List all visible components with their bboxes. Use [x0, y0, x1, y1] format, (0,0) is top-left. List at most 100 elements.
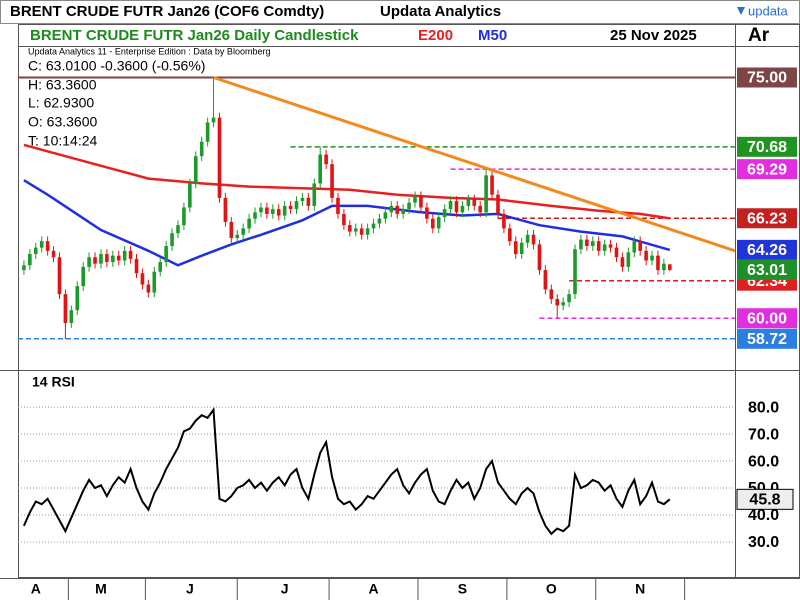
candle-body — [395, 205, 400, 214]
candle-body — [170, 233, 174, 247]
price-label-box — [737, 259, 797, 280]
candle-body — [306, 197, 311, 206]
candle-body — [336, 197, 340, 214]
candle-body — [75, 286, 80, 311]
candle-body — [638, 241, 642, 251]
candle-body — [436, 217, 441, 229]
chart-title: BRENT CRUDE FUTR Jan26 Daily Candlestick — [30, 27, 359, 44]
candle-body — [466, 199, 471, 206]
moving-average-line — [23, 179, 671, 267]
candle-body — [99, 254, 103, 264]
candle-body — [602, 244, 607, 251]
candle-body — [585, 239, 589, 247]
candle-body — [608, 244, 613, 248]
axis-title: Ar — [748, 25, 770, 46]
candle-body — [87, 257, 91, 267]
price-label-box — [737, 328, 797, 349]
legend-entry: E200 — [418, 27, 453, 44]
candle-body — [460, 205, 465, 213]
candle-body — [199, 141, 204, 157]
candle-body — [45, 241, 50, 251]
candle-body — [596, 241, 601, 251]
candle-body — [312, 183, 317, 206]
price-label: 58.72 — [747, 331, 787, 348]
candle-body — [63, 294, 68, 324]
candle-body — [282, 205, 287, 216]
candle-body — [650, 255, 654, 261]
candle-body — [656, 255, 660, 271]
candle-body — [69, 310, 74, 324]
candle-body — [134, 258, 139, 274]
candle-body — [223, 197, 228, 222]
candle-body — [116, 255, 121, 261]
candle-body — [152, 271, 157, 293]
candle-body — [383, 212, 388, 219]
candle-body — [182, 207, 186, 226]
price-label-box — [737, 208, 797, 229]
candle-body — [348, 225, 352, 232]
price-label: 66.23 — [747, 210, 787, 227]
candle-body — [430, 218, 435, 229]
candle-body — [371, 223, 376, 229]
candle-body — [454, 201, 459, 213]
candle-body — [567, 294, 571, 303]
candle-body — [401, 209, 405, 214]
candle-body — [176, 225, 180, 234]
candle-body — [377, 218, 382, 224]
candle-body — [342, 213, 346, 226]
price-label-box — [737, 67, 797, 88]
candle-body — [140, 273, 145, 285]
y-tick-label: 60.0 — [748, 453, 779, 470]
candle-body — [22, 265, 26, 271]
moving-average-line — [23, 143, 670, 220]
y-tick-label: 70.0 — [748, 426, 779, 443]
chart-date: 25 Nov 2025 — [610, 27, 697, 44]
candle-body — [146, 284, 151, 293]
candle-body — [318, 154, 323, 184]
candle-body — [324, 154, 328, 165]
candle-body — [164, 246, 168, 263]
candle-body — [28, 254, 32, 266]
candle-body — [519, 242, 524, 255]
legend-entry: M50 — [478, 27, 507, 44]
candle-body — [259, 207, 263, 213]
candle-body — [413, 196, 417, 203]
price-label-box — [737, 136, 797, 157]
trendline — [213, 76, 736, 253]
candle-body — [389, 205, 394, 213]
candle-body — [330, 164, 334, 198]
price-label-box — [737, 159, 797, 180]
candle-body — [472, 199, 477, 206]
candle-body — [105, 254, 109, 263]
candle-body — [502, 213, 506, 229]
candle-body — [561, 302, 565, 306]
x-tick-label: S — [458, 581, 467, 597]
candle-body — [478, 205, 482, 213]
candle-body — [193, 156, 198, 184]
candle-body — [668, 264, 672, 270]
candle-body — [265, 207, 269, 214]
candle-body — [620, 257, 625, 267]
candle-body — [549, 289, 554, 299]
candle-body — [217, 117, 222, 198]
candle-body — [33, 247, 38, 255]
candle-body — [626, 252, 631, 267]
candle-body — [211, 117, 216, 123]
candle-body — [448, 201, 453, 210]
rsi-label: 45.8 — [749, 492, 780, 509]
price-label: 69.29 — [747, 161, 787, 178]
candle-body — [365, 228, 370, 235]
instrument-title: BRENT CRUDE FUTR Jan26 (COF6 Comdty) — [10, 3, 324, 20]
candle-body — [205, 122, 210, 142]
candle-body — [531, 234, 536, 245]
price-label-box — [737, 239, 797, 260]
price-label: 75.00 — [747, 70, 787, 87]
candle-body — [508, 228, 512, 242]
price-label: 63.01 — [747, 262, 787, 279]
candle-body — [555, 298, 560, 306]
candle-body — [353, 228, 358, 232]
candle-body — [644, 250, 648, 261]
candle-body — [57, 257, 62, 295]
logo-icon — [737, 7, 745, 15]
